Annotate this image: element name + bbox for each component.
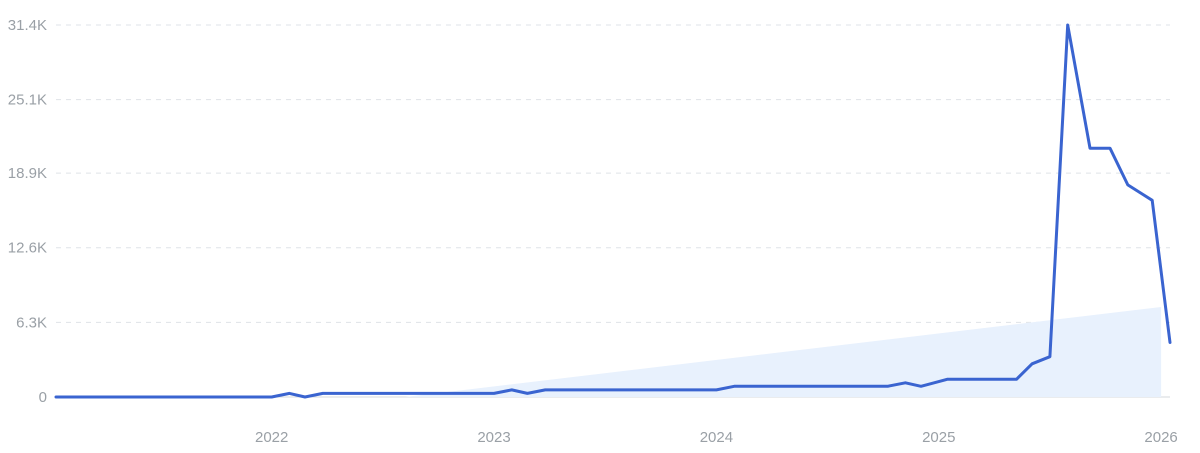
y-tick-label: 18.9K <box>8 165 47 182</box>
x-tick-label: 2023 <box>477 429 510 446</box>
series-layer <box>54 23 1172 399</box>
x-tick-label: 2026 <box>1144 429 1177 446</box>
y-tick-label: 25.1K <box>8 92 47 109</box>
y-tick-label: 12.6K <box>8 240 47 257</box>
y-tick-label: 31.4K <box>8 17 47 34</box>
x-tick-label: 2024 <box>700 429 733 446</box>
axis-layer: 0 6.3K 12.6K 18.9K 25.1K 31.4K 2022 2023 2024 202… <box>8 17 1178 446</box>
trend-layer <box>405 306 1162 397</box>
x-tick-label: 2025 <box>922 429 955 446</box>
y-tick-label: 0 <box>39 389 47 406</box>
trend-area <box>405 306 1162 397</box>
y-tick-label: 6.3K <box>16 314 47 331</box>
x-tick-label: 2022 <box>255 429 288 446</box>
series-line <box>54 23 1172 399</box>
